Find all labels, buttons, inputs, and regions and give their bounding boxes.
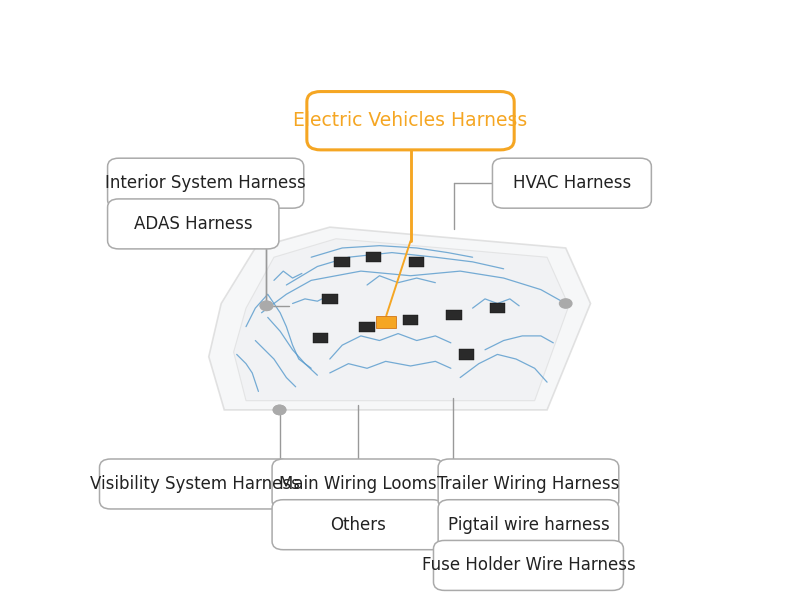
- Text: Interior System Harness: Interior System Harness: [105, 174, 306, 192]
- FancyBboxPatch shape: [107, 158, 304, 208]
- Text: Main Wiring Looms: Main Wiring Looms: [279, 475, 437, 493]
- FancyBboxPatch shape: [493, 158, 651, 208]
- FancyBboxPatch shape: [438, 459, 619, 509]
- FancyBboxPatch shape: [107, 199, 279, 249]
- FancyBboxPatch shape: [99, 459, 291, 509]
- FancyBboxPatch shape: [376, 316, 396, 328]
- FancyBboxPatch shape: [360, 322, 375, 332]
- FancyBboxPatch shape: [433, 540, 623, 590]
- FancyBboxPatch shape: [489, 303, 505, 313]
- Circle shape: [260, 301, 272, 311]
- Text: Fuse Holder Wire Harness: Fuse Holder Wire Harness: [421, 557, 635, 575]
- Polygon shape: [209, 227, 590, 410]
- FancyBboxPatch shape: [409, 257, 425, 267]
- Text: ADAS Harness: ADAS Harness: [134, 215, 252, 233]
- FancyBboxPatch shape: [312, 333, 328, 343]
- FancyBboxPatch shape: [307, 91, 514, 150]
- Polygon shape: [234, 239, 569, 401]
- FancyBboxPatch shape: [335, 257, 350, 267]
- Text: Pigtail wire harness: Pigtail wire harness: [448, 516, 610, 534]
- FancyBboxPatch shape: [272, 499, 444, 550]
- FancyBboxPatch shape: [459, 349, 474, 359]
- Circle shape: [273, 405, 286, 415]
- FancyBboxPatch shape: [438, 499, 619, 550]
- FancyBboxPatch shape: [403, 314, 418, 325]
- FancyBboxPatch shape: [322, 294, 337, 304]
- Circle shape: [559, 299, 572, 308]
- Text: Others: Others: [330, 516, 386, 534]
- Text: Trailer Wiring Harness: Trailer Wiring Harness: [437, 475, 620, 493]
- Text: HVAC Harness: HVAC Harness: [513, 174, 631, 192]
- Text: Electric Vehicles Harness: Electric Vehicles Harness: [293, 111, 528, 130]
- Text: Visibility System Harness: Visibility System Harness: [91, 475, 300, 493]
- FancyBboxPatch shape: [446, 310, 461, 320]
- Circle shape: [273, 405, 286, 415]
- FancyBboxPatch shape: [365, 252, 381, 262]
- Circle shape: [260, 301, 272, 311]
- FancyBboxPatch shape: [272, 459, 444, 509]
